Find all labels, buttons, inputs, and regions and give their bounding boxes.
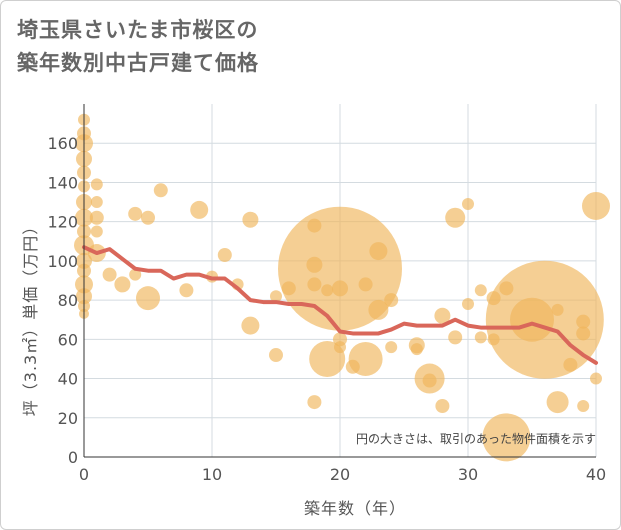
data-bubble <box>334 341 346 354</box>
data-bubble <box>551 303 564 316</box>
data-bubble <box>385 341 398 354</box>
data-bubble <box>269 348 283 363</box>
y-tick-label: 20 <box>58 409 78 428</box>
data-bubble <box>410 343 423 356</box>
data-bubble <box>345 359 360 374</box>
data-bubble <box>368 299 389 320</box>
data-bubble <box>546 391 569 414</box>
data-bubble <box>281 281 296 296</box>
data-bubble <box>582 191 610 220</box>
y-tick-label: 160 <box>47 134 78 153</box>
data-bubble <box>89 210 104 225</box>
data-bubble <box>307 277 322 292</box>
data-bubble <box>563 357 578 372</box>
data-bubble <box>482 413 531 462</box>
data-bubble <box>321 284 334 297</box>
data-bubble <box>153 183 168 198</box>
data-bubble <box>307 218 322 233</box>
data-bubble <box>358 277 373 292</box>
data-bubble <box>307 395 322 410</box>
data-bubble <box>434 307 451 324</box>
y-tick-label: 100 <box>47 252 78 271</box>
bubble-size-note: 円の大きさは、取引のあった物件面積を示す <box>356 431 596 446</box>
data-bubble <box>486 291 501 306</box>
data-bubble <box>136 286 160 311</box>
data-bubble <box>242 211 259 228</box>
x-tick-label: 20 <box>330 465 350 484</box>
data-bubble <box>90 225 103 238</box>
data-bubble <box>217 248 232 263</box>
chart-title: 埼玉県さいたま市桜区の 築年数別中古戸建て価格 <box>17 14 259 80</box>
data-bubble <box>487 333 500 346</box>
data-bubble <box>179 283 194 298</box>
x-axis-label: 築年数（年） <box>304 499 406 518</box>
data-bubble <box>435 399 450 414</box>
y-tick-label: 0 <box>68 448 78 467</box>
data-bubble <box>190 200 209 219</box>
trend-line <box>82 245 598 365</box>
x-tick-label: 0 <box>79 465 89 484</box>
bubble-layer <box>74 113 610 462</box>
data-bubble <box>474 284 487 297</box>
data-bubble <box>422 373 437 388</box>
y-axis-label: 坪（3.3㎡）単価（万円） <box>21 218 40 416</box>
data-bubble <box>576 314 591 329</box>
data-bubble <box>129 268 142 281</box>
x-tick-label: 40 <box>586 465 606 484</box>
data-bubble <box>577 400 590 413</box>
chart-title-line-2: 築年数別中古戸建て価格 <box>17 51 259 75</box>
x-tick-label: 10 <box>202 465 222 484</box>
x-tick-label: 30 <box>458 465 478 484</box>
data-bubble <box>499 281 514 296</box>
data-bubble <box>90 178 103 191</box>
trend-layer <box>82 245 598 365</box>
data-bubble <box>462 198 474 211</box>
data-bubble <box>445 207 466 228</box>
data-bubble <box>114 276 131 293</box>
data-bubble <box>90 196 103 209</box>
y-tick-label: 120 <box>47 213 78 232</box>
data-bubble <box>510 297 554 342</box>
data-bubble <box>278 206 402 331</box>
data-bubble <box>576 326 591 341</box>
data-bubble <box>128 206 143 221</box>
y-tick-label: 80 <box>58 291 78 310</box>
data-bubble <box>590 372 602 385</box>
data-bubble <box>369 242 388 261</box>
data-bubble <box>332 280 348 297</box>
y-tick-label: 140 <box>47 173 78 192</box>
data-bubble <box>270 290 282 303</box>
data-bubble <box>102 267 117 282</box>
y-tick-label: 60 <box>58 330 78 349</box>
data-bubble <box>141 210 155 225</box>
data-bubble <box>448 330 463 345</box>
data-bubble <box>462 298 474 311</box>
data-bubble <box>241 316 260 335</box>
chart-title-line-1: 埼玉県さいたま市桜区の <box>17 18 259 42</box>
y-tick-label: 40 <box>58 370 78 389</box>
data-bubble <box>384 293 399 308</box>
data-bubble <box>306 256 323 273</box>
data-bubble <box>474 331 487 344</box>
axes: 0 20 40 60 80 100 120 140 160 0 10 20 30 40 <box>47 104 606 484</box>
